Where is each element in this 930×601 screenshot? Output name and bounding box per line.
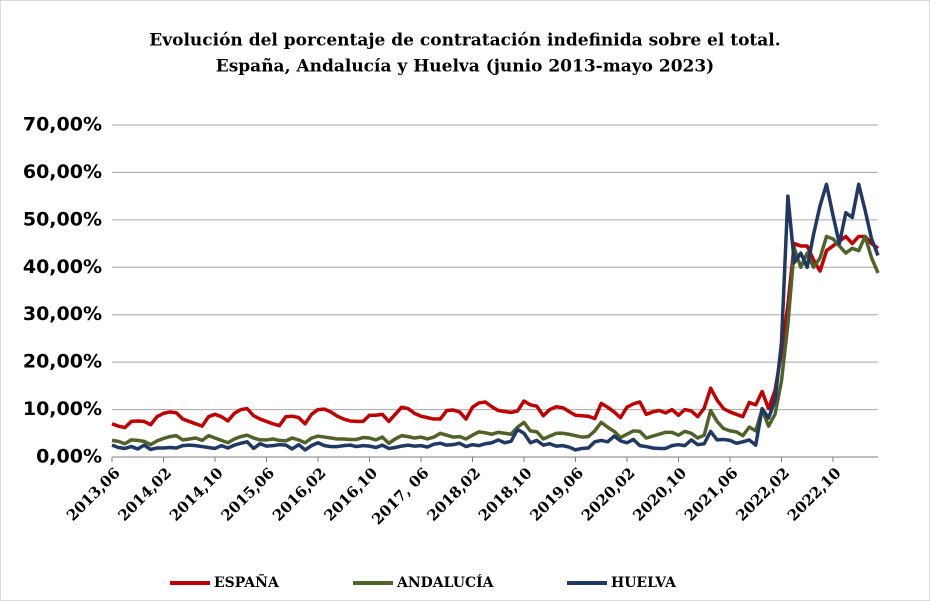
y-tick-label: 60,00% — [23, 161, 102, 183]
y-tick-label: 50,00% — [23, 208, 102, 230]
y-tick-label: 30,00% — [23, 303, 102, 325]
y-tick-label: 70,00% — [23, 114, 102, 136]
chart-title: Evolución del porcentaje de contratación… — [149, 31, 780, 51]
y-tick-label: 20,00% — [23, 351, 102, 373]
series-line — [111, 234, 880, 430]
y-tick-label: 0,00% — [36, 446, 102, 468]
legend-label: ANDALUCÍA — [396, 573, 495, 591]
legend-label: ESPAÑA — [214, 572, 280, 591]
y-tick-label: 10,00% — [23, 398, 102, 420]
legend-label: HUELVA — [611, 575, 677, 591]
chart-subtitle: España, Andalucía y Huelva (junio 2013-m… — [216, 57, 714, 77]
y-tick-label: 40,00% — [23, 256, 102, 278]
series-line — [111, 182, 880, 452]
series-line — [111, 234, 880, 447]
